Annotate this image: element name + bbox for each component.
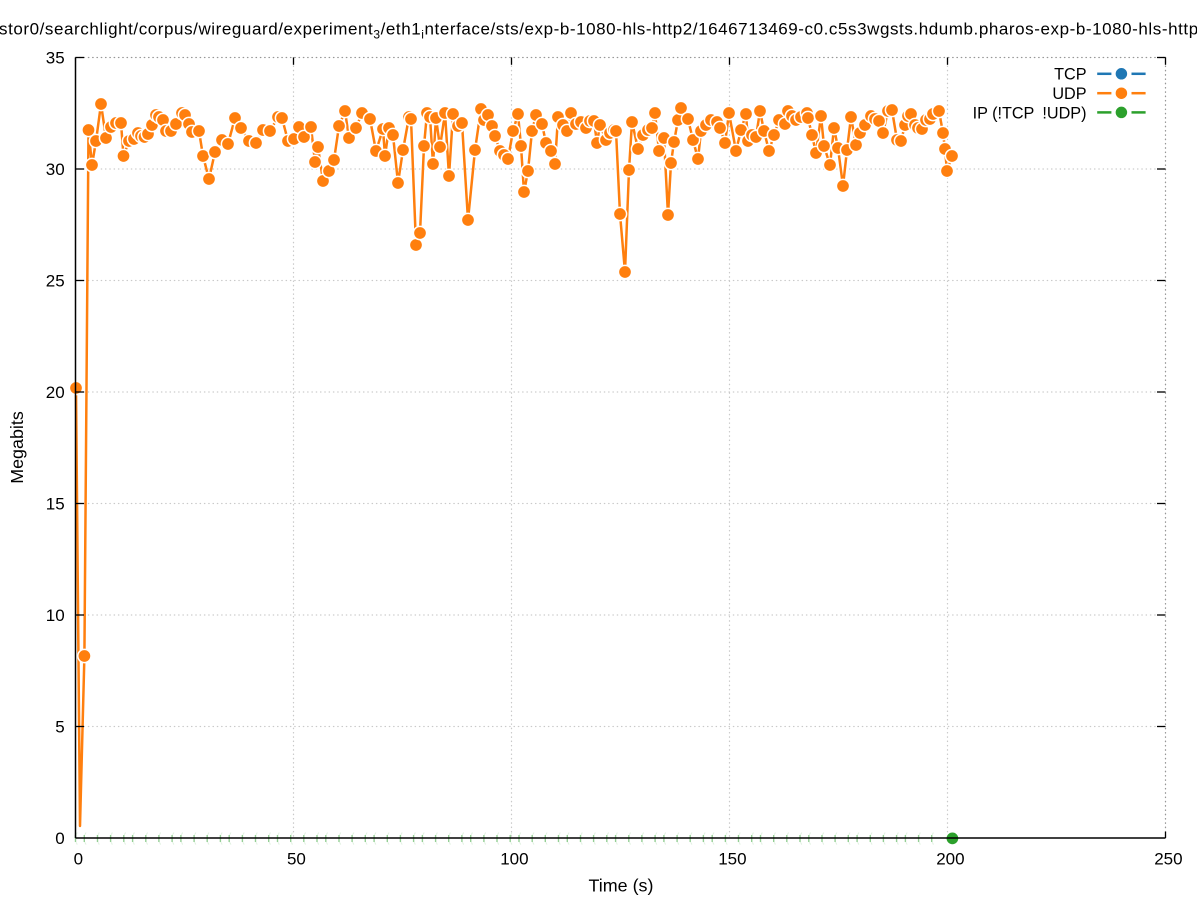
svg-text:stor0/searchlight/corpus/wireg: stor0/searchlight/corpus/wireguard/exper… xyxy=(0,19,1197,41)
svg-text:0: 0 xyxy=(55,829,64,848)
svg-text:250: 250 xyxy=(1154,849,1182,868)
svg-text:IP (!TCP !UDP): IP (!TCP !UDP) xyxy=(973,104,1087,122)
svg-text:100: 100 xyxy=(500,849,528,868)
svg-text:0: 0 xyxy=(74,849,83,868)
svg-text:20: 20 xyxy=(46,383,65,402)
svg-text:TCP: TCP xyxy=(1054,66,1086,84)
svg-text:200: 200 xyxy=(936,849,964,868)
svg-text:UDP: UDP xyxy=(1052,85,1086,103)
svg-text:Time (s): Time (s) xyxy=(589,875,654,895)
svg-text:Megabits: Megabits xyxy=(7,411,27,484)
svg-text:30: 30 xyxy=(46,160,65,179)
svg-text:35: 35 xyxy=(46,49,65,68)
svg-text:150: 150 xyxy=(718,849,746,868)
svg-text:5: 5 xyxy=(55,718,64,737)
svg-text:10: 10 xyxy=(46,606,65,625)
svg-text:50: 50 xyxy=(287,849,306,868)
svg-text:25: 25 xyxy=(46,272,65,291)
svg-text:15: 15 xyxy=(46,495,65,514)
